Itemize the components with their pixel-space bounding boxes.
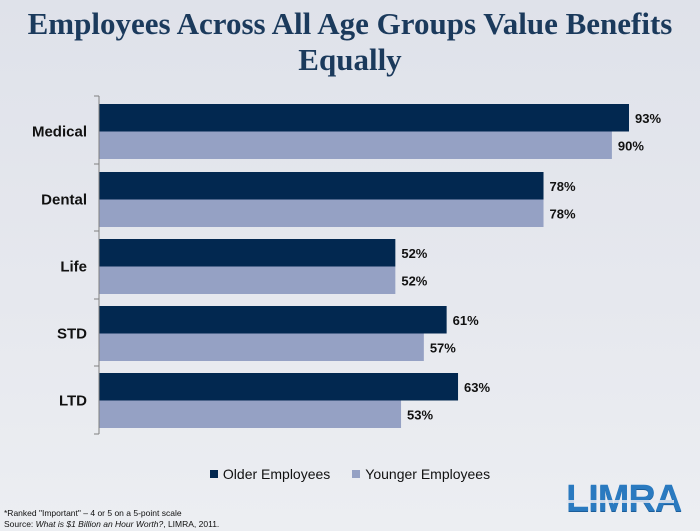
legend-swatch-older (209, 470, 218, 478)
data-label-std-older: 61% (453, 313, 479, 328)
data-label-std-younger: 57% (430, 340, 456, 355)
footnote-ranking-note: *Ranked "Important" – 4 or 5 on a 5-poin… (4, 508, 182, 518)
bar-ltd-older (99, 373, 459, 401)
legend: Older Employees Younger Employees (0, 466, 700, 482)
chart-title-line-1: Employees Across All Age Groups Value Be… (27, 6, 673, 41)
data-label-medical-younger: 90% (618, 138, 644, 153)
bar-dental-younger (99, 199, 544, 227)
category-label-ltd: LTD (59, 393, 87, 410)
bar-life-older (99, 239, 396, 267)
footnote: *Ranked "Important" – 4 or 5 on a 5-poin… (4, 508, 219, 529)
data-label-medical-older: 93% (635, 111, 661, 126)
bar-medical-younger (99, 131, 612, 159)
category-label-life: Life (60, 259, 87, 276)
chart-title: Employees Across All Age Groups Value Be… (0, 6, 700, 78)
bar-medical-older (99, 104, 629, 132)
data-label-life-younger: 52% (401, 273, 427, 288)
limra-logo: LIMRA (566, 478, 682, 520)
data-label-dental-older: 78% (550, 179, 576, 194)
category-label-dental: Dental (41, 192, 87, 209)
bar-dental-older (99, 172, 544, 200)
data-label-dental-younger: 78% (550, 206, 576, 221)
footnote-source-suffix: , LIMRA, 2011. (163, 518, 220, 529)
chart-title-line-2: Equally (298, 42, 402, 77)
footnote-source-title: What is $1 Billion an Hour Worth? (35, 518, 164, 529)
category-label-medical: Medical (32, 124, 87, 141)
logo-stripe (566, 500, 674, 503)
data-label-ltd-younger: 53% (407, 407, 433, 422)
footnote-source-prefix: Source: (4, 518, 36, 529)
bar-std-younger (99, 333, 424, 361)
bar-std-older (99, 306, 447, 334)
legend-label-younger: Younger Employees (365, 466, 491, 482)
legend-swatch-younger (352, 470, 361, 478)
data-label-life-older: 52% (401, 246, 427, 261)
data-label-ltd-older: 63% (464, 380, 490, 395)
legend-label-older: Older Employees (222, 466, 331, 482)
legend-item-younger: Younger Employees (352, 466, 490, 482)
footnote-source: Source: What is $1 Billion an Hour Worth… (4, 519, 219, 530)
legend-item-older: Older Employees (209, 466, 331, 482)
category-label-std: STD (57, 326, 87, 343)
bar-life-younger (99, 266, 396, 294)
bar-ltd-younger (99, 400, 402, 428)
